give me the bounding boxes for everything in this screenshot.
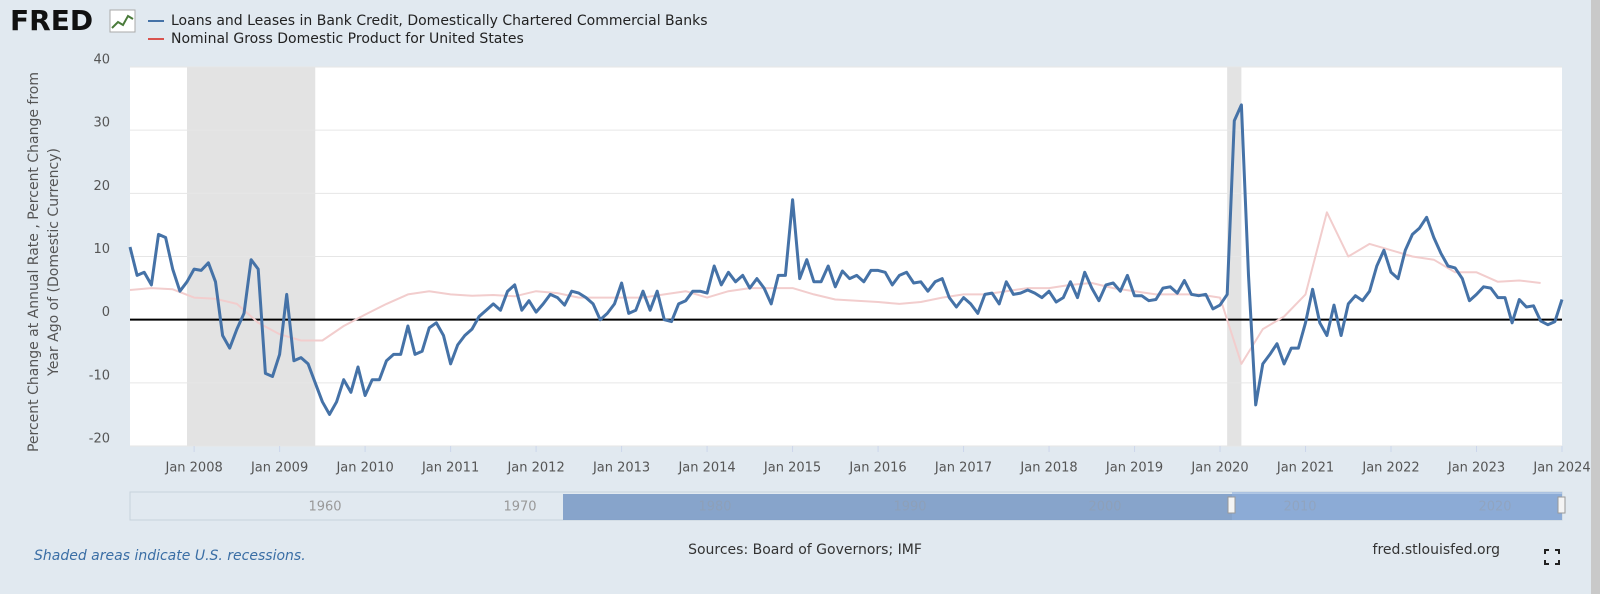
- x-tick-label: Jan 2017: [934, 461, 992, 476]
- y-tick-label: 10: [93, 242, 110, 257]
- y-tick-label: 0: [102, 305, 110, 320]
- y-axis-label: Percent Change at Annual Rate , Percent …: [26, 72, 62, 452]
- series-line: [129, 211, 1541, 365]
- x-tick-label: Jan 2010: [335, 461, 393, 476]
- x-tick-label: Jan 2016: [848, 461, 906, 476]
- y-axis-label-line: Year Ago of (Domestic Currency): [46, 148, 62, 377]
- x-tick-label: Jan 2021: [1276, 461, 1334, 476]
- navigator-label: 1980: [698, 500, 731, 515]
- x-tick-label: Jan 2013: [592, 461, 650, 476]
- x-tick-label: Jan 2018: [1019, 461, 1077, 476]
- navigator-label: 1960: [308, 500, 341, 515]
- fullscreen-icon[interactable]: [1544, 549, 1560, 565]
- legend-entry[interactable]: Loans and Leases in Bank Credit, Domesti…: [171, 13, 708, 29]
- site-link[interactable]: fred.stlouisfed.org: [1373, 542, 1500, 558]
- sources: Sources: Board of Governors; IMF: [688, 542, 922, 558]
- x-tick-label: Jan 2020: [1190, 461, 1248, 476]
- navigator-selection[interactable]: [1232, 492, 1562, 520]
- y-tick-label: 30: [93, 116, 110, 131]
- scrollbar: [1591, 0, 1600, 594]
- x-tick-label: Jan 2015: [763, 461, 821, 476]
- navigator-label: 2000: [1088, 500, 1121, 515]
- logo[interactable]: FRED: [10, 4, 93, 37]
- navigator-label: 1990: [893, 500, 926, 515]
- y-tick-label: 20: [93, 179, 110, 194]
- x-tick-label: Jan 2014: [677, 461, 735, 476]
- navigator-handle[interactable]: [1557, 496, 1566, 514]
- y-axis-label-line: Percent Change at Annual Rate , Percent …: [26, 72, 42, 452]
- y-tick-label: -10: [89, 368, 110, 383]
- x-tick-label: Jan 2012: [506, 461, 564, 476]
- x-tick-label: Jan 2019: [1105, 461, 1163, 476]
- x-tick-label: Jan 2011: [421, 461, 479, 476]
- navigator-handle[interactable]: [1227, 496, 1236, 514]
- plot-layer: [128, 66, 1564, 452]
- x-tick-label: Jan 2022: [1361, 461, 1419, 476]
- navigator-label: 1970: [503, 500, 536, 515]
- navigator-label: 2020: [1478, 500, 1511, 515]
- recession-note: Shaded areas indicate U.S. recessions.: [34, 548, 306, 564]
- y-tick-label: 40: [93, 53, 110, 68]
- legend-entry[interactable]: Nominal Gross Domestic Product for Unite…: [171, 31, 524, 47]
- navigator-label: 2010: [1283, 500, 1316, 515]
- series-line: [128, 103, 1564, 416]
- x-tick-label: Jan 2024: [1532, 461, 1590, 476]
- x-tick-label: Jan 2008: [164, 461, 222, 476]
- logo-icon: [109, 9, 136, 33]
- x-tick-label: Jan 2009: [250, 461, 308, 476]
- y-tick-label: -20: [89, 432, 110, 447]
- x-tick-label: Jan 2023: [1447, 461, 1505, 476]
